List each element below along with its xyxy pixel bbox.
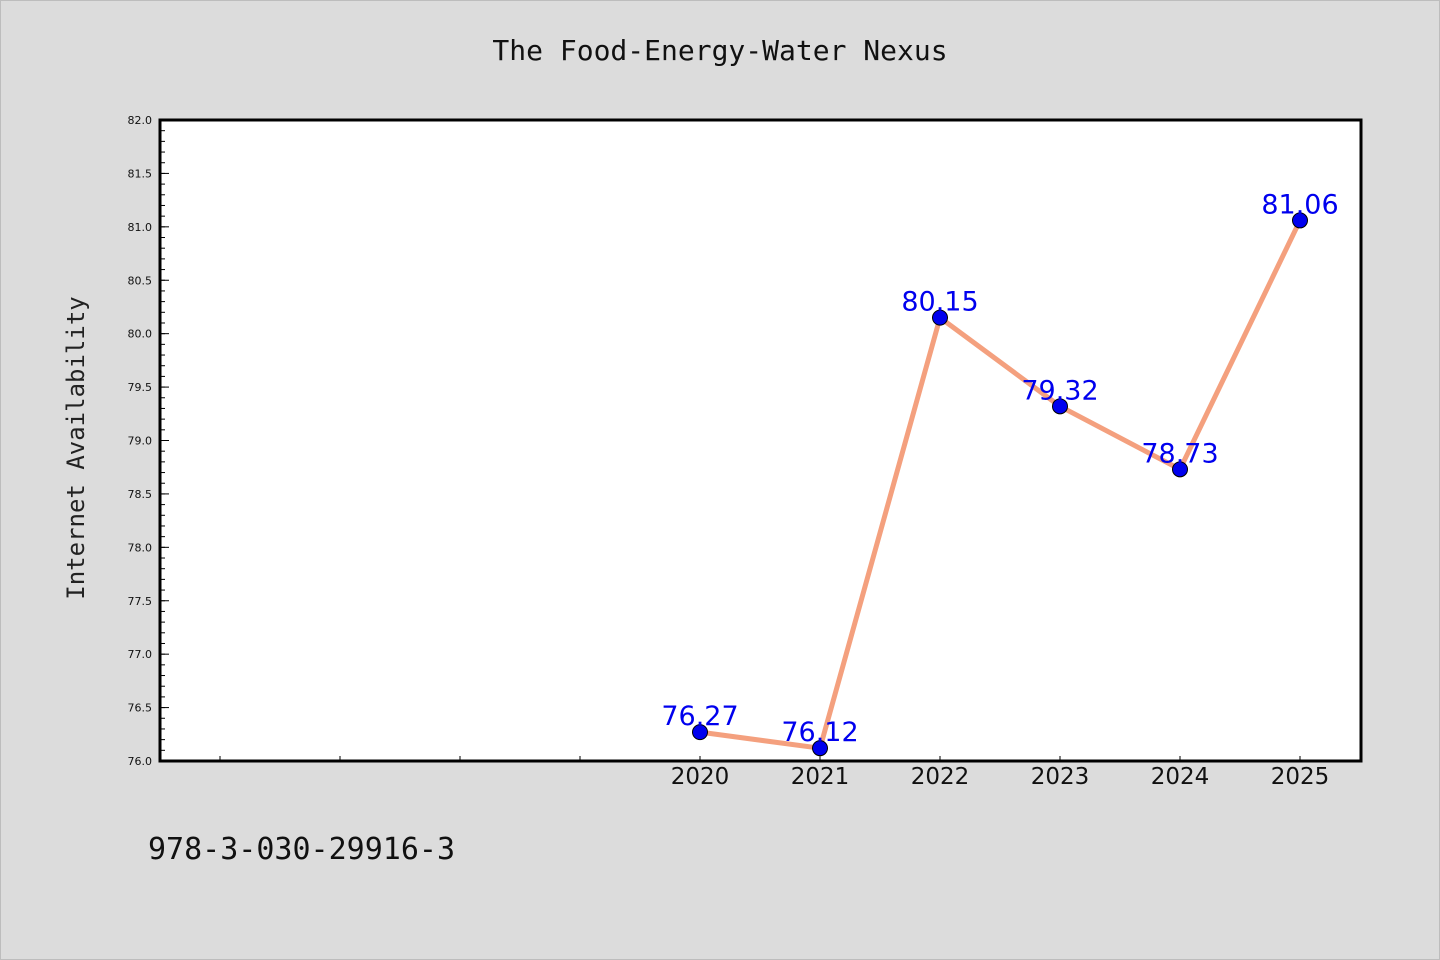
data-label: 80.15: [901, 287, 978, 318]
y-tick-label: 78.5: [128, 488, 153, 501]
x-tick-label: 2024: [1151, 764, 1210, 790]
data-point: [812, 740, 828, 757]
chart-title: The Food-Energy-Water Nexus: [492, 34, 948, 67]
y-tick-label: 80.5: [128, 274, 153, 287]
x-tick-label: 2025: [1271, 764, 1330, 790]
data-point: [1292, 212, 1308, 229]
x-tick-label: 2020: [671, 764, 730, 790]
series-line: [697, 217, 1303, 751]
x-tick-label: 2023: [1031, 764, 1090, 790]
data-point: [692, 724, 708, 741]
series-points-group: [692, 212, 1308, 757]
y-axis-ticks: 76.0 76.5 77.0 77.5 78.0 78.5 79.0 79.5 80.0 80.5…: [128, 114, 169, 768]
data-point: [932, 309, 948, 326]
y-tick-label: 79.5: [128, 381, 153, 394]
y-tick-label: 76.0: [128, 755, 153, 768]
data-labels-group: 76.27 76.12 80.15 79.32 78.73 81.06: [661, 189, 1338, 748]
x-tick-label: 2021: [791, 764, 850, 790]
y-tick-label: 77.0: [128, 648, 153, 661]
y-tick-label: 76.5: [128, 702, 153, 715]
y-tick-label: 81.5: [128, 167, 153, 180]
series-line-group: [697, 217, 1303, 751]
data-point: [1172, 461, 1188, 478]
y-tick-label: 82.0: [128, 114, 153, 127]
y-tick-label: 78.0: [128, 541, 153, 554]
data-label: 76.27: [661, 701, 738, 732]
x-tick-label: 2022: [911, 764, 970, 790]
y-tick-label: 80.0: [128, 328, 153, 341]
data-point: [1052, 398, 1068, 415]
y-tick-label: 77.5: [128, 595, 153, 608]
x-axis-ticks: 2020 2021 2022 2023 2024 2025: [219, 756, 1330, 790]
y-tick-label: 81.0: [128, 221, 153, 234]
plot-area: [158, 118, 1363, 763]
data-label: 78.73: [1141, 438, 1218, 469]
data-label: 79.32: [1021, 375, 1098, 406]
data-label: 76.12: [781, 717, 858, 748]
y-tick-label: 79.0: [128, 435, 153, 448]
isbn-text: 978-3-030-29916-3: [148, 832, 456, 867]
data-label: 81.06: [1261, 189, 1338, 220]
